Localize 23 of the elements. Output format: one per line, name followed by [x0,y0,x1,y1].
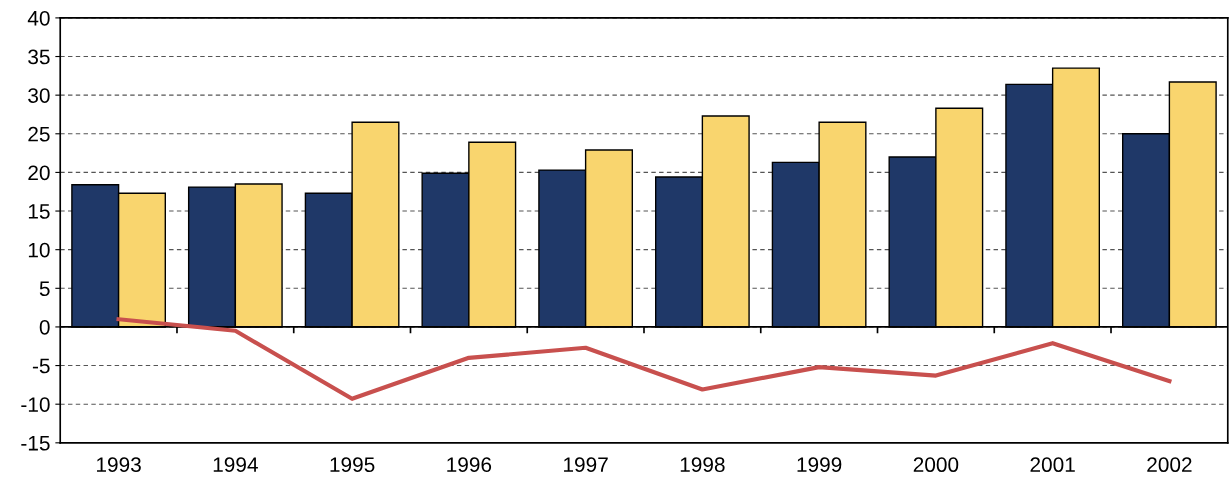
y-tick-label: 10 [28,242,50,258]
x-tick-label: 1995 [330,457,375,473]
y-tick-label: -10 [21,397,50,412]
x-tick-label: 1997 [564,457,608,473]
x-tick-label: 1998 [680,457,725,473]
y-tick-label: 30 [28,88,50,103]
y-tick-label: 15 [28,204,50,219]
y-tick-label: 0 [39,319,50,335]
y-tick-label: -15 [21,436,50,451]
line-series [116,317,1172,401]
y-tick-label: -5 [32,358,50,374]
x-tick-label: 1993 [97,457,141,473]
x-tick-label: 2002 [1147,457,1192,473]
x-tick-label: 1994 [213,457,258,473]
x-tick-label: 1996 [447,457,492,473]
y-tick-label: 5 [39,281,50,297]
y-tick-label: 25 [28,126,50,142]
y-tick-label: 40 [27,10,50,26]
x-tick-label: 1999 [797,457,842,473]
x-tick-label: 2001 [1030,457,1075,473]
x-tick-label: 2000 [913,457,959,473]
y-tick-label: 20 [28,165,50,181]
y-tick-label: 35 [28,49,50,65]
